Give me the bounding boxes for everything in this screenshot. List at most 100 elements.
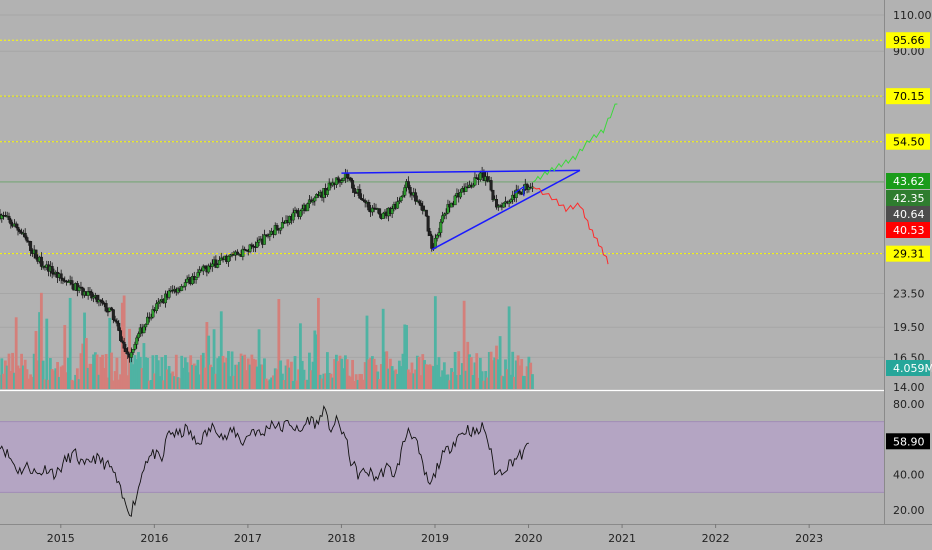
volume-bar: [430, 365, 434, 389]
candle: [315, 193, 319, 199]
volume-bar: [216, 358, 220, 389]
volume-bar: [315, 334, 319, 389]
volume-bar: [439, 376, 443, 389]
candle: [327, 178, 331, 191]
volume-bar: [254, 359, 257, 389]
volume-bar: [421, 354, 425, 389]
candle: [342, 177, 346, 182]
volume-bar: [480, 371, 484, 389]
candle: [214, 255, 218, 269]
volume-bar: [442, 362, 446, 389]
volume-bar: [0, 358, 4, 389]
volume-bar: [246, 358, 250, 389]
candle: [144, 323, 148, 331]
volume-bar: [275, 369, 279, 389]
candle: [117, 319, 121, 332]
volume-bar: [56, 362, 59, 389]
candle: [23, 228, 27, 240]
volume-bar: [38, 312, 41, 389]
volume-bar: [41, 360, 45, 389]
volume-bar: [257, 329, 261, 389]
volume-bar: [57, 376, 61, 389]
candle: [370, 205, 374, 216]
volume-bar: [469, 357, 473, 389]
price-tag[interactable]: 42.35: [886, 190, 930, 206]
volume-bar: [329, 373, 333, 389]
candle: [442, 212, 446, 220]
rsi-value-tag[interactable]: 58.90: [886, 433, 930, 450]
price-axis[interactable]: 110.0090.0070.0023.5019.5016.5014.0095.6…: [886, 9, 932, 394]
volume-bar: [21, 365, 25, 389]
price-tag[interactable]: 40.53: [886, 222, 930, 238]
volume-bar: [361, 379, 365, 389]
candle: [397, 197, 401, 205]
volume-bar: [30, 376, 34, 389]
volume-bar: [261, 364, 265, 389]
volume-bar: [451, 371, 455, 389]
volume-bar: [210, 367, 214, 389]
volume-bar: [198, 374, 202, 389]
candle: [459, 189, 463, 200]
price-tag[interactable]: 40.64: [886, 206, 930, 222]
level-price-tag[interactable]: 70.15: [886, 88, 930, 105]
candle: [155, 300, 159, 314]
volume-bar: [491, 360, 495, 389]
candle: [453, 194, 457, 206]
svg-text:95.66: 95.66: [893, 34, 925, 47]
volume-bar: [378, 378, 381, 389]
volume-bar: [424, 364, 428, 389]
candle: [354, 191, 358, 194]
candle: [210, 259, 214, 272]
candle: [131, 349, 135, 356]
volume-bar: [182, 367, 185, 389]
candle: [110, 306, 114, 311]
volume-bar: [201, 352, 205, 389]
volume-bar: [518, 365, 522, 389]
volume-tag[interactable]: 4.059M: [886, 360, 932, 376]
volume-bar: [527, 356, 531, 389]
volume-bar: [72, 380, 76, 389]
volume-bar: [77, 379, 81, 389]
candle: [7, 212, 11, 223]
candle: [113, 315, 117, 322]
candle: [92, 293, 96, 303]
volume-bar: [477, 377, 480, 389]
volume-bar: [412, 373, 416, 389]
volume-bar: [23, 359, 27, 389]
time-axis[interactable]: 2015 2016 2017 2018 2019 2020 2021 2022 2023: [47, 524, 823, 545]
volume-bar: [417, 356, 421, 389]
trendlines[interactable]: [341, 169, 581, 251]
trendline[interactable]: [341, 169, 580, 174]
volume-bar: [493, 357, 497, 389]
volume-bar: [423, 360, 426, 389]
volume-bar: [32, 353, 36, 389]
candle: [378, 208, 382, 218]
candle: [101, 298, 105, 306]
candle: [293, 206, 297, 217]
small-pattern[interactable]: [514, 185, 525, 197]
volume-bar: [525, 366, 529, 389]
time-tick-label: 2023: [795, 532, 823, 545]
volume-bar: [281, 373, 284, 389]
candle: [401, 190, 405, 198]
volume-bar: [466, 341, 470, 389]
candle: [88, 286, 92, 296]
level-price-tag[interactable]: 29.31: [886, 245, 930, 262]
volume-bar: [327, 372, 331, 389]
volume-bar: [304, 380, 308, 389]
volume-bar: [124, 355, 128, 389]
volume-bar: [478, 357, 482, 389]
level-price-tag[interactable]: 54.50: [886, 133, 930, 150]
volume-bar: [36, 360, 40, 389]
candle: [111, 308, 115, 324]
level-price-tag[interactable]: 95.66: [886, 32, 930, 49]
volume-bar: [365, 315, 369, 389]
volume-bar: [169, 373, 173, 389]
trendline[interactable]: [431, 169, 581, 251]
candle: [250, 242, 254, 250]
candle: [325, 187, 329, 197]
price-tag[interactable]: 43.62: [886, 173, 930, 189]
volume-bar: [277, 299, 281, 389]
volume-bar: [83, 312, 86, 389]
